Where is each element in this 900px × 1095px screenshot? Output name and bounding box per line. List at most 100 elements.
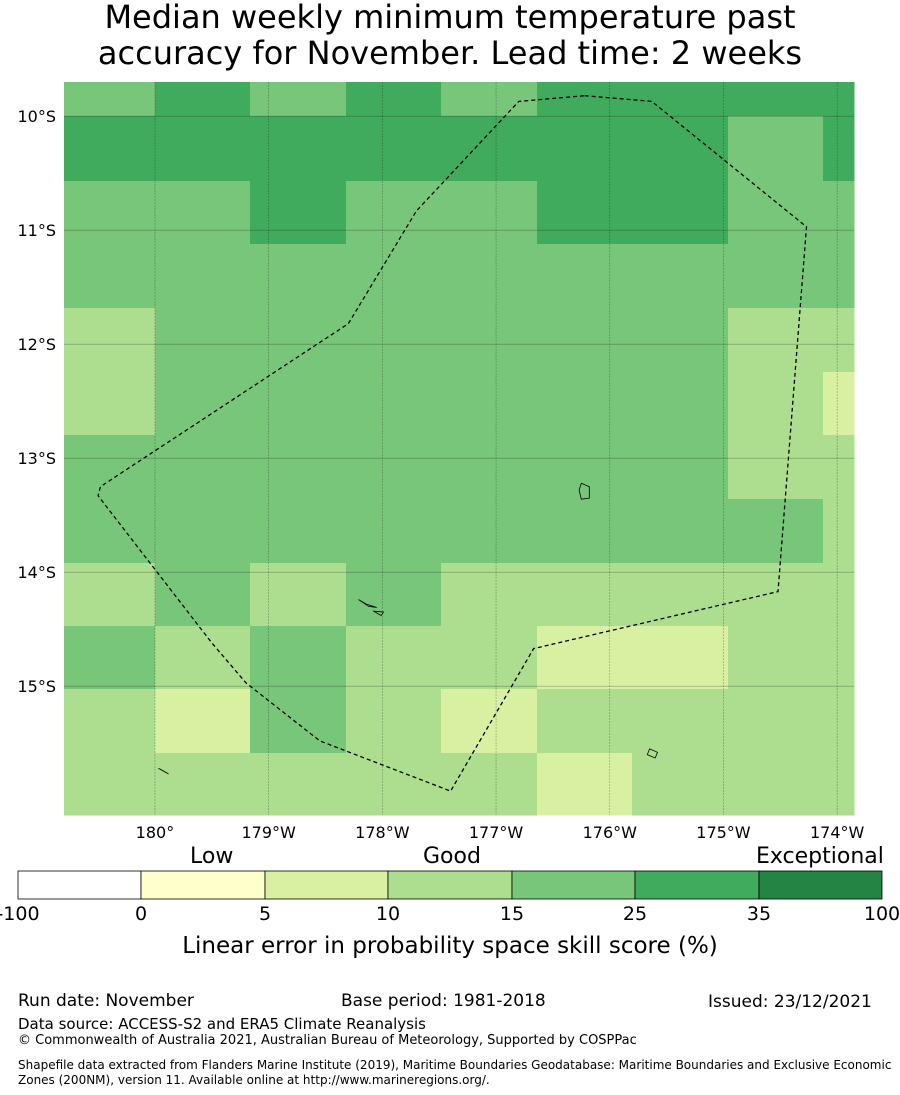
- grid-cell: [537, 626, 633, 690]
- grid-cell: [728, 626, 824, 690]
- longitude-labels: 180° 179°W 178°W 177°W 176°W 175°W 174°W: [136, 823, 865, 842]
- grid-cell: [537, 116, 633, 182]
- grid-cell: [728, 499, 824, 564]
- grid-cell: [632, 563, 729, 627]
- grid-cell: [537, 244, 633, 309]
- grid-cell: [632, 116, 729, 182]
- grid-cell: [346, 244, 442, 309]
- grid-cell: [728, 181, 824, 245]
- grid-cell: [537, 308, 633, 373]
- grid-cell: [64, 753, 156, 816]
- colorbar-tick-label: 100: [863, 903, 900, 925]
- latitude-tick-label: 12°S: [17, 335, 56, 354]
- island-outline: [373, 610, 385, 617]
- data-source: Data source: ACCESS-S2 and ERA5 Climate …: [18, 1015, 426, 1033]
- longitude-tick-label: 176°W: [583, 823, 638, 842]
- grid-cell: [823, 181, 855, 245]
- map-figure: 10°S11°S12°S13°S14°S15°S 180° 179°W 178°W 1…: [17, 82, 883, 900]
- grid-cell: [441, 372, 538, 436]
- grid-cell: [441, 82, 538, 117]
- grid-cell: [823, 563, 855, 627]
- grid-cell: [632, 181, 729, 245]
- grid-cell: [632, 753, 729, 816]
- graticule: [64, 82, 854, 815]
- grid-cell: [441, 435, 538, 500]
- latitude-tick-label: 14°S: [17, 563, 56, 582]
- grid-cell: [250, 244, 347, 309]
- grid-cell: [441, 753, 538, 816]
- grid-cell: [64, 116, 156, 182]
- map-title-line-2: accuracy for November. Lead time: 2 week…: [97, 34, 803, 72]
- grid-cell: [250, 499, 347, 564]
- grid-cell: [823, 308, 855, 373]
- map-title-line-1: Median weekly minimum temperature past: [104, 0, 796, 36]
- grid-cell: [823, 499, 855, 564]
- grid-cell: [250, 82, 347, 117]
- grid-cell: [346, 499, 442, 564]
- grid-cell: [155, 82, 251, 117]
- longitude-tick-label: 174°W: [810, 823, 865, 842]
- latitude-labels: 10°S 11°S 12°S 13°S 14°S 15°S: [17, 107, 56, 696]
- grid-cell: [250, 435, 347, 500]
- grid-cell: [537, 435, 633, 500]
- grid-cell: [250, 753, 347, 816]
- colorbar-tick-label: 0: [134, 903, 148, 925]
- latitude-tick-label: 11°S: [17, 221, 56, 240]
- grid-cell: [537, 499, 633, 564]
- grid-cell: [155, 244, 251, 309]
- grid-cell: [632, 626, 729, 690]
- grid-cell: [250, 181, 347, 245]
- grid-cell: [728, 753, 824, 816]
- grid-cell: [64, 308, 156, 373]
- grid-cell: [728, 116, 824, 182]
- issued-date: Issued: 23/12/2021: [708, 992, 872, 1012]
- grid-cell: [346, 372, 442, 436]
- grid-cell: [64, 372, 156, 436]
- grid-cell: [632, 82, 729, 117]
- grid-cell: [346, 116, 442, 182]
- grid-cell: [728, 372, 824, 436]
- colorbar-axis-label: Linear error in probability space skill …: [182, 933, 718, 959]
- shapefile-credit-line-1: Shapefile data extracted from Flanders M…: [18, 1058, 892, 1072]
- grid-cell: [64, 181, 156, 245]
- colorbar-label-low: Low: [190, 844, 234, 869]
- grid-cell: [64, 244, 156, 309]
- grid-cell: [346, 626, 442, 690]
- grid-cell: [441, 563, 538, 627]
- colorbar-swatch: [140, 870, 266, 900]
- grid-cell: [728, 689, 824, 754]
- grid-cell: [441, 308, 538, 373]
- latitude-tick-label: 13°S: [17, 449, 56, 468]
- colorbar-swatch: [511, 870, 636, 900]
- colorbar-label-good: Good: [423, 844, 481, 869]
- grid-cell: [346, 563, 442, 627]
- grid-cell: [537, 753, 633, 816]
- grid-cell: [441, 244, 538, 309]
- grid-cell: [728, 308, 824, 373]
- grid-cell: [346, 181, 442, 245]
- grid-cell: [441, 626, 538, 690]
- longitude-tick-label: 178°W: [355, 823, 410, 842]
- grid-cell: [346, 435, 442, 500]
- island-outline: [578, 482, 590, 500]
- grid-cell: [155, 753, 251, 816]
- grid-cell: [537, 181, 633, 245]
- copyright: © Commonwealth of Australia 2021, Austra…: [18, 1033, 637, 1048]
- grid-cell: [64, 435, 156, 500]
- grid-cell: [537, 82, 633, 117]
- island-outline: [358, 599, 377, 608]
- grid-cell: [346, 308, 442, 373]
- grid-cell: [632, 499, 729, 564]
- grid-cell: [441, 499, 538, 564]
- grid-cell: [537, 689, 633, 754]
- grid-cell: [823, 372, 855, 436]
- island-outline: [158, 767, 169, 775]
- colorbar-swatch: [758, 870, 883, 900]
- grid-cell: [632, 244, 729, 309]
- grid-cell: [155, 499, 251, 564]
- island-outline: [646, 748, 659, 759]
- grid-cell: [250, 116, 347, 182]
- grid-cell: [823, 626, 855, 690]
- grid-cell: [155, 435, 251, 500]
- grid-cell: [632, 435, 729, 500]
